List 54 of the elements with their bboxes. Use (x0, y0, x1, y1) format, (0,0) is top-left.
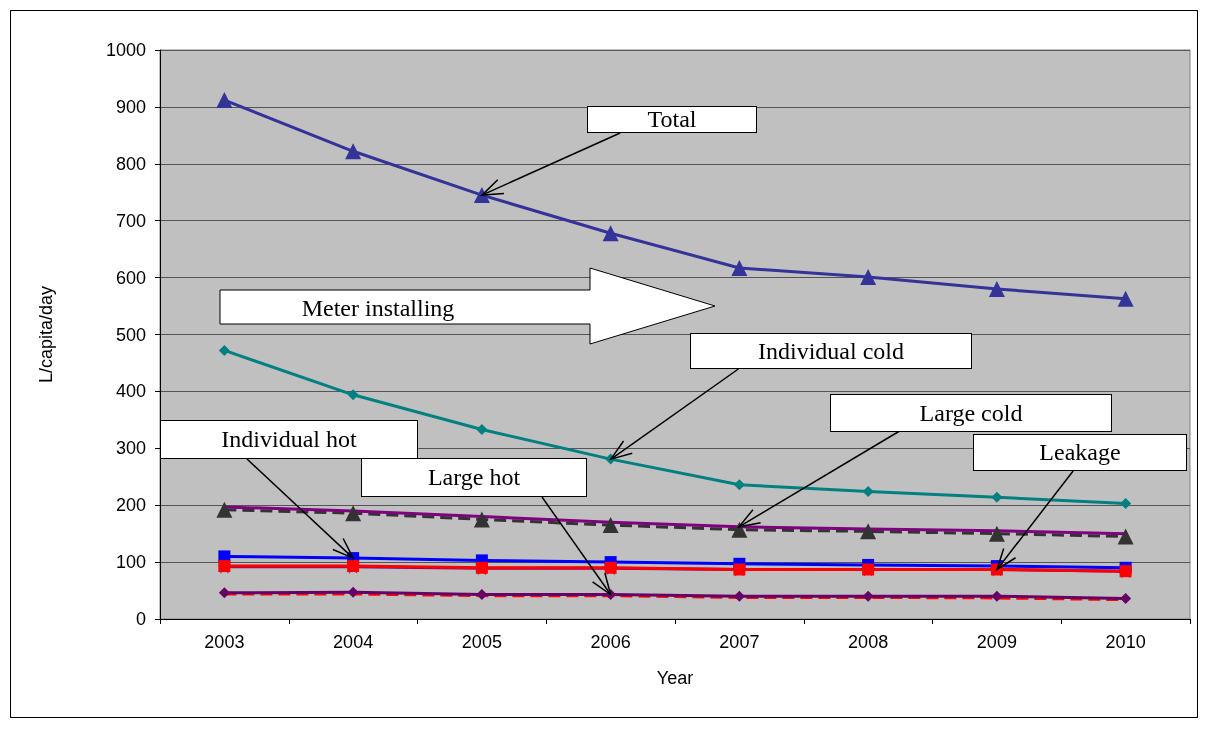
x-tick-label: 2005 (461, 632, 502, 652)
callout-box: Individual hot (160, 420, 418, 459)
x-tick-label: 2003 (204, 632, 245, 652)
point (216, 92, 233, 109)
point (860, 523, 877, 540)
point (991, 590, 1003, 602)
point (347, 389, 359, 401)
point (602, 225, 619, 242)
y-tick-label: 600 (115, 267, 146, 288)
point (988, 280, 1005, 297)
point (731, 259, 748, 276)
point (218, 344, 230, 356)
point (1120, 593, 1132, 605)
y-tick-label: 300 (115, 438, 146, 459)
point (1117, 290, 1134, 307)
point (476, 424, 488, 436)
point (347, 586, 359, 598)
callout-box: Individual cold (690, 333, 972, 369)
callout-box: Total (587, 106, 757, 133)
y-tick-label: 800 (115, 153, 146, 174)
x-tick-label: 2007 (719, 632, 760, 652)
callout-box: Leakage (973, 434, 1187, 471)
y-tick-label: 400 (115, 381, 146, 402)
point (733, 479, 745, 491)
x-tick-label: 2010 (1105, 632, 1146, 652)
y-tick-label: 1000 (105, 40, 146, 60)
point (602, 517, 619, 534)
point (1120, 497, 1132, 509)
callout-box: Large hot (361, 458, 587, 497)
callout-box: Large cold (830, 394, 1112, 432)
annotation: Meter installing (300, 294, 456, 322)
point (218, 587, 230, 599)
point (731, 521, 748, 538)
point (1117, 528, 1134, 545)
point (860, 269, 877, 286)
point (345, 505, 362, 522)
y-tick-label: 100 (115, 552, 146, 573)
point (216, 501, 233, 518)
y-tick-label: 900 (115, 96, 146, 117)
point (345, 143, 362, 160)
x-tick-label: 2008 (848, 632, 889, 652)
x-tick-label: 2004 (333, 632, 374, 652)
y-tick-label: 700 (115, 210, 146, 231)
y-tick-label: 500 (115, 324, 146, 345)
y-tick-label: 0 (135, 609, 146, 629)
point (862, 590, 874, 602)
point (473, 511, 490, 528)
y-tick-label: 200 (115, 495, 146, 516)
point (988, 525, 1005, 542)
y-axis-title: L/capita/day (36, 285, 56, 384)
point (862, 486, 874, 498)
x-tick-label: 2006 (590, 632, 631, 652)
x-tick-label: 2009 (976, 632, 1017, 652)
x-axis-title: Year (656, 668, 694, 688)
